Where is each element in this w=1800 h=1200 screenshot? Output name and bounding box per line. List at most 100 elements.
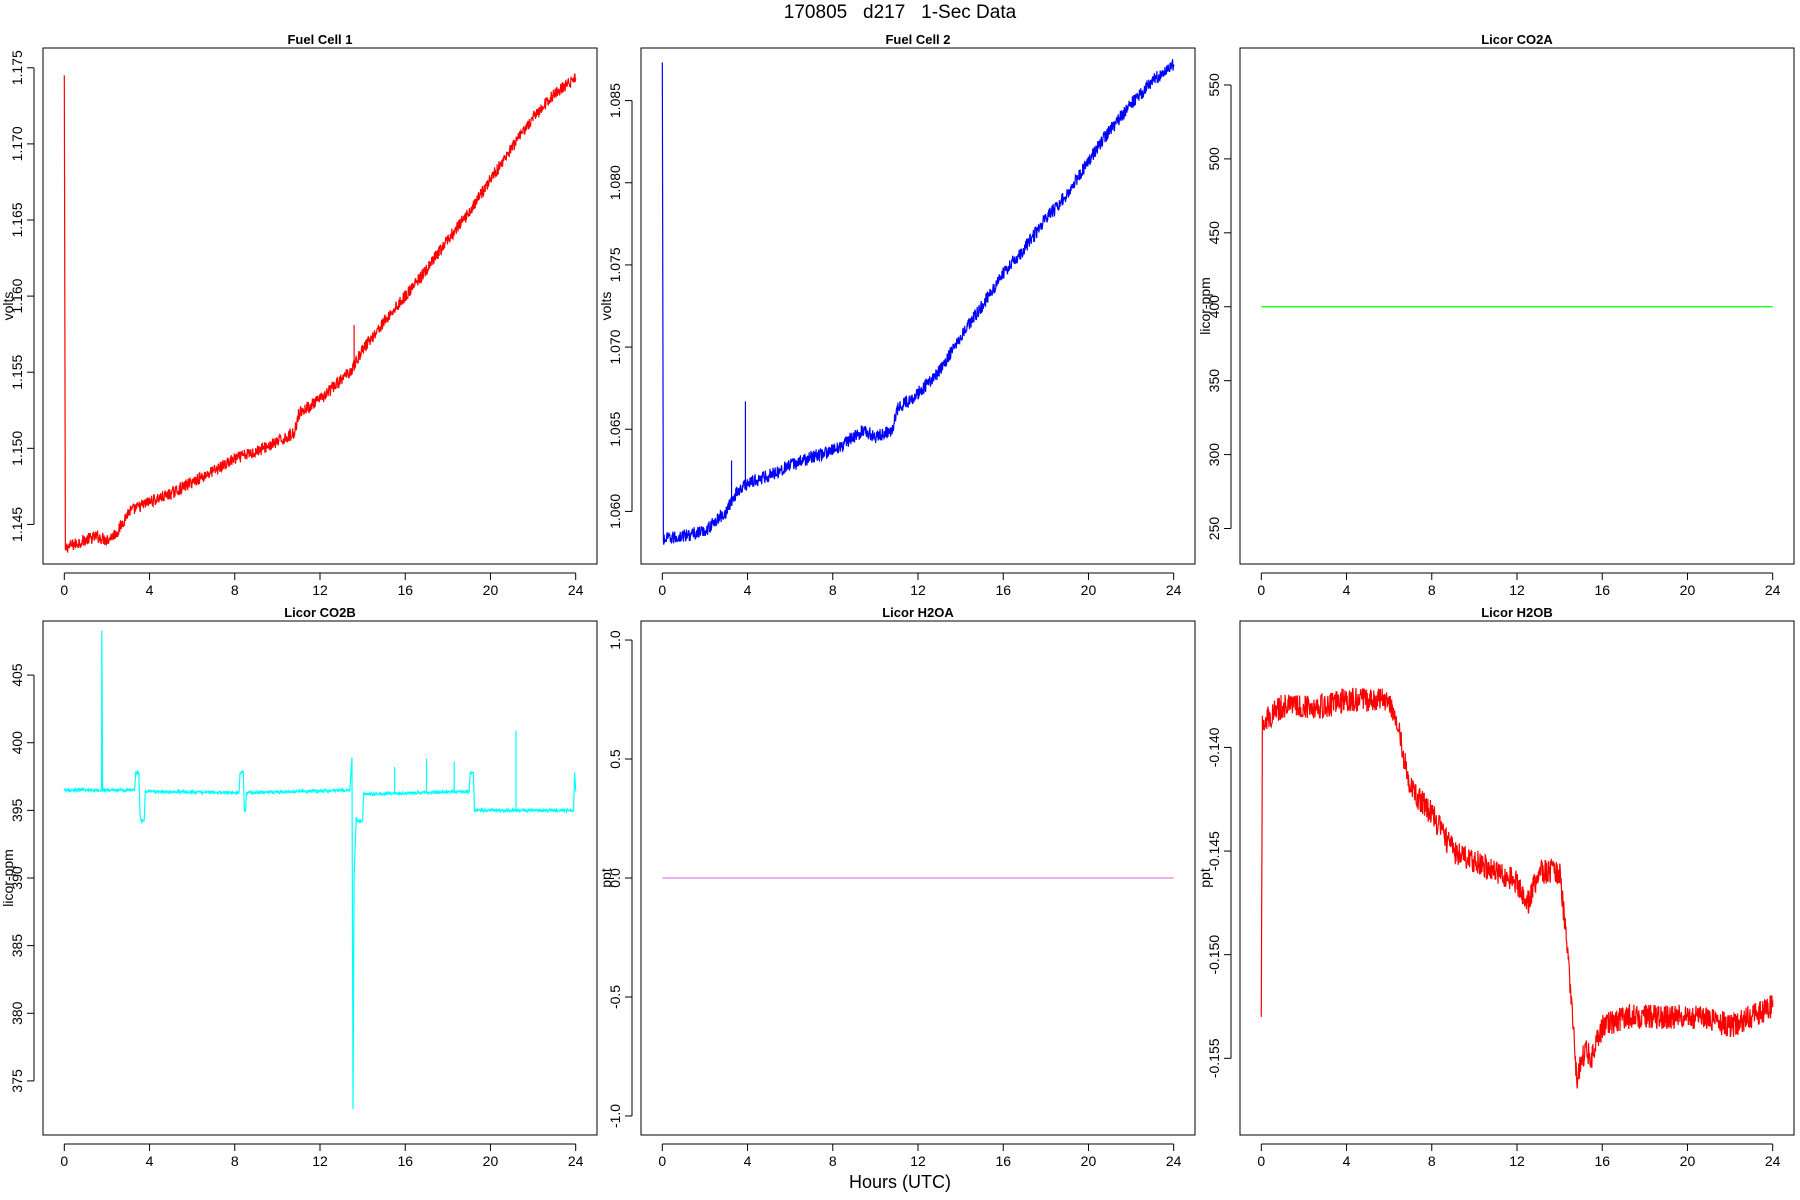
y-tick-label: 1.155 [9, 354, 25, 389]
x-tick-label: 16 [1594, 582, 1610, 598]
chart-title: Licor H2OA [882, 605, 954, 620]
x-tick-label: 4 [146, 582, 154, 598]
series-line [661, 59, 1175, 545]
y-tick-label: 1.175 [9, 50, 25, 85]
series-line [1260, 687, 1774, 1089]
chart-title: Fuel Cell 1 [287, 32, 352, 47]
figure-title: 170805 d217 1-Sec Data [783, 2, 1017, 23]
y-tick-label: 400 [9, 731, 25, 755]
x-tick-label: 0 [1257, 582, 1265, 598]
plot-frame [640, 47, 1196, 565]
chart-title: Licor CO2A [1481, 32, 1553, 47]
y-tick-label: 380 [9, 1001, 25, 1025]
x-tick-label: 12 [1509, 582, 1525, 598]
x-tick-label: 8 [231, 1153, 239, 1169]
chart-panel-2: Fuel Cell 2 volts 0 4 8 12 16 20 24 1.060 1.065 1.0… [598, 32, 1196, 598]
x-tick-label: 4 [1343, 1153, 1351, 1169]
x-tick-label: 12 [910, 1153, 926, 1169]
x-tick-label: 8 [231, 582, 239, 598]
plot-frame [640, 620, 1196, 1136]
x-tick-label: 16 [995, 1153, 1011, 1169]
x-tick-label: 8 [829, 1153, 837, 1169]
x-tick-label: 0 [60, 1153, 68, 1169]
plot-frame [42, 620, 598, 1136]
x-tick-label: 0 [60, 582, 68, 598]
x-tick-label: 0 [658, 1153, 666, 1169]
y-tick-label: 385 [9, 934, 25, 958]
x-tick-label: 20 [483, 1153, 499, 1169]
x-tick-label: 24 [1765, 582, 1781, 598]
series-line [63, 630, 577, 1110]
y-tick-label: 500 [1206, 147, 1222, 171]
x-tick-label: 12 [910, 582, 926, 598]
y-tick-label: 300 [1206, 443, 1222, 467]
plot-frame [1239, 47, 1795, 565]
y-tick-label: 1.070 [607, 329, 623, 364]
y-tick-label: 1.150 [9, 431, 25, 466]
chart-title: Licor CO2B [284, 605, 356, 620]
y-tick-label: 405 [9, 663, 25, 687]
y-tick-label: 1.170 [9, 126, 25, 161]
chart-panel-3: Licor CO2A licor-ppm 0 4 8 12 16 20 24 250 300 350 4… [1197, 32, 1795, 598]
y-tick-label: -0.150 [1206, 935, 1222, 975]
x-tick-label: 4 [744, 1153, 752, 1169]
x-tick-label: 20 [483, 582, 499, 598]
x-tick-label: 4 [744, 582, 752, 598]
x-tick-label: 4 [146, 1153, 154, 1169]
y-tick-label: 395 [9, 798, 25, 822]
x-tick-label: 24 [1166, 1153, 1182, 1169]
plot-frame [1239, 620, 1795, 1136]
x-tick-label: 16 [1594, 1153, 1610, 1169]
y-axis-label: licor-ppm [1197, 277, 1213, 335]
x-tick-label: 20 [1081, 582, 1097, 598]
x-tick-label: 8 [829, 582, 837, 598]
y-tick-label: 1.160 [9, 278, 25, 313]
y-tick-label: 1.165 [9, 202, 25, 237]
x-tick-label: 16 [995, 582, 1011, 598]
x-tick-label: 0 [1257, 1153, 1265, 1169]
chart-panel-1: Fuel Cell 1 volts 0 4 8 12 16 20 24 1.145 1.150 1.1… [0, 32, 598, 598]
y-axis-label: licor-ppm [0, 849, 16, 907]
x-tick-label: 16 [397, 1153, 413, 1169]
x-tick-label: 24 [568, 1153, 584, 1169]
chart-panel-4: Licor CO2B licor-ppm 0 4 8 12 16 20 24 375 380 385 3… [0, 605, 598, 1169]
y-tick-label: 375 [9, 1069, 25, 1093]
y-tick-label: -0.145 [1206, 831, 1222, 871]
y-tick-label: 1.080 [607, 165, 623, 200]
y-tick-label: -0.140 [1206, 727, 1222, 767]
y-tick-label: 550 [1206, 73, 1222, 97]
y-tick-label: 390 [9, 866, 25, 890]
y-tick-label: 0.0 [607, 868, 623, 888]
figure-xlabel: Hours (UTC) [849, 1172, 951, 1192]
x-tick-label: 8 [1428, 1153, 1436, 1169]
series-line [63, 73, 577, 553]
chart-panel-5: Licor H2OA ppt 0 4 8 12 16 20 24 -1.0 -0.5 0.0 0.5 1.… [598, 605, 1196, 1169]
y-tick-label: 450 [1206, 221, 1222, 245]
chart-title: Licor H2OB [1481, 605, 1553, 620]
y-tick-label: 400 [1206, 295, 1222, 319]
y-tick-label: -1.0 [607, 1104, 623, 1128]
y-axis-label: volts [598, 292, 614, 321]
y-tick-label: 1.145 [9, 507, 25, 542]
y-axis-label: ppt [1197, 868, 1213, 888]
y-tick-label: 0.5 [607, 749, 623, 769]
x-tick-label: 12 [312, 582, 328, 598]
x-tick-label: 24 [1765, 1153, 1781, 1169]
y-tick-label: 250 [1206, 517, 1222, 541]
plot-frame [42, 47, 598, 565]
y-tick-label: 1.060 [607, 494, 623, 529]
y-tick-label: 1.085 [607, 83, 623, 118]
y-axis-label: ppt [598, 868, 614, 888]
x-tick-label: 24 [1166, 582, 1182, 598]
y-tick-label: 350 [1206, 369, 1222, 393]
x-tick-label: 16 [397, 582, 413, 598]
y-tick-label: -0.155 [1206, 1038, 1222, 1078]
x-tick-label: 0 [658, 582, 666, 598]
x-tick-label: 12 [1509, 1153, 1525, 1169]
x-tick-label: 20 [1680, 582, 1696, 598]
y-tick-label: 1.0 [607, 630, 623, 650]
y-tick-label: 1.075 [607, 247, 623, 282]
x-tick-label: 20 [1680, 1153, 1696, 1169]
chart-panel-6: Licor H2OB ppt 0 4 8 12 16 20 24 -0.155 -0.150 -0.1… [1197, 605, 1795, 1169]
